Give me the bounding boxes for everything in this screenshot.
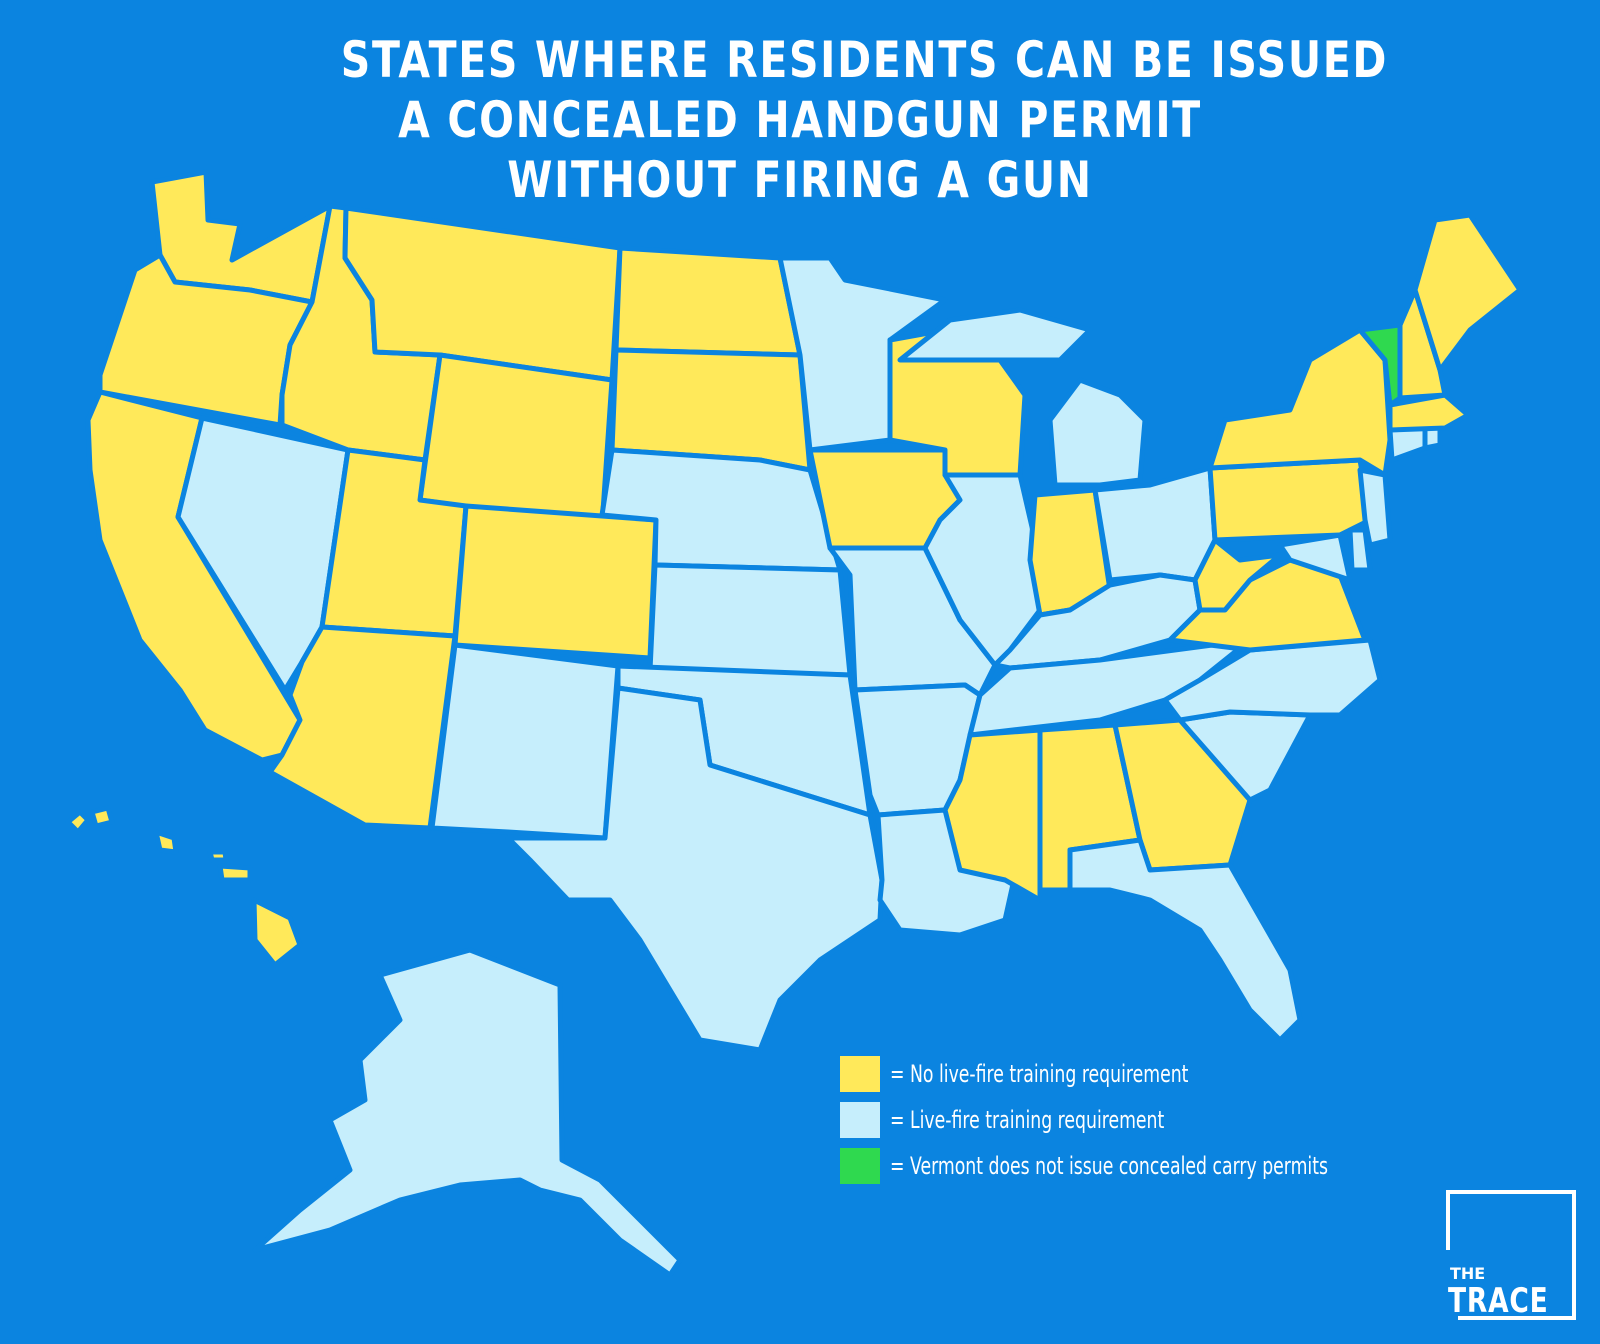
state-alaska [252,947,683,1278]
legend: = No live-fire training requirement = Li… [840,1056,1498,1194]
state-kansas [647,562,853,678]
legend-swatch-green [840,1148,880,1184]
legend-swatch-light-blue [840,1102,880,1138]
state-vermont [1357,322,1403,408]
the-trace-logo: THE TRACE [1442,1190,1576,1321]
state-colorado [452,503,659,661]
state-pennsylvania [1207,457,1373,543]
state-michigan-upper [897,307,1093,363]
state-north-dakota [613,245,803,358]
state-west-virginia [1192,537,1283,613]
state-delaware [1347,527,1373,573]
state-north-carolina [1162,637,1383,723]
state-wyoming [417,352,615,529]
map-title: STATES WHERE RESIDENTS CAN BE ISSUED A C… [340,30,1389,210]
legend-label: = Live-fire training requirement [890,1106,1165,1134]
legend-item-no-live-fire: = No live-fire training requirement [840,1056,1498,1092]
state-michigan [1047,377,1148,488]
legend-item-live-fire: = Live-fire training requirement [840,1102,1498,1138]
logo-the-text: THE [1450,1264,1486,1283]
state-new-mexico [429,642,621,841]
state-texas [505,685,885,1053]
title-line-2: A CONCEALED HANDGUN PERMIT [398,91,1202,149]
legend-swatch-yellow [840,1056,880,1092]
legend-label: = Vermont does not issue concealed carry… [890,1152,1329,1180]
title-line-3: WITHOUT FIRING A GUN [507,151,1093,209]
state-hawaii [65,805,303,968]
state-new-york [1207,327,1393,478]
state-montana [342,205,623,383]
state-florida [1067,837,1303,1043]
state-new-hampshire [1397,287,1448,401]
legend-label: = No live-fire training requirement [890,1060,1189,1088]
state-maryland [1277,532,1353,583]
title-line-1: STATES WHERE RESIDENTS CAN BE ISSUED [340,31,1389,89]
logo-trace-text: TRACE [1448,1281,1549,1321]
state-maine [1412,212,1523,373]
legend-item-no-permits: = Vermont does not issue concealed carry… [840,1148,1498,1184]
